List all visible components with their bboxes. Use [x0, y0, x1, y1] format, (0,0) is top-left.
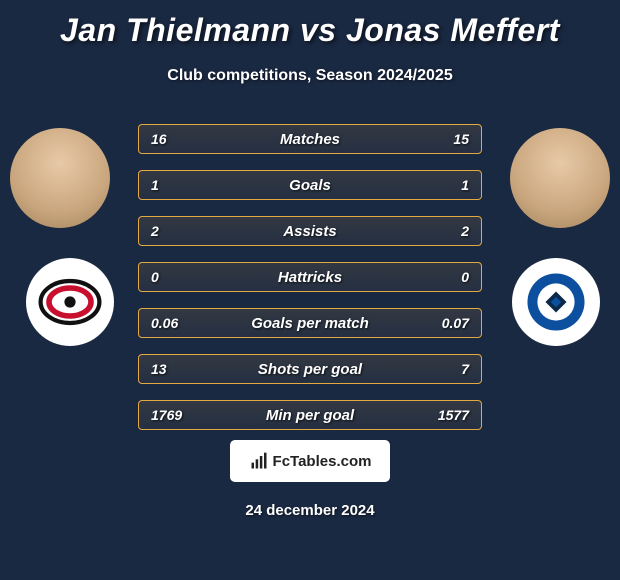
- stat-left-value: 16: [139, 131, 201, 147]
- stat-label: Goals: [201, 177, 419, 194]
- stat-left-value: 0: [139, 269, 201, 285]
- stat-label: Min per goal: [201, 407, 419, 424]
- avatar-placeholder: [10, 128, 110, 228]
- date-text: 24 december 2024: [0, 502, 620, 519]
- stat-row: 16 Matches 15: [138, 124, 482, 154]
- stat-row: 2 Assists 2: [138, 216, 482, 246]
- stat-label: Goals per match: [201, 315, 419, 332]
- club-left-logo: [26, 258, 114, 346]
- stat-right-value: 2: [419, 223, 481, 239]
- stat-right-value: 7: [419, 361, 481, 377]
- hurricane-style-icon: [35, 267, 105, 337]
- stat-label: Matches: [201, 131, 419, 148]
- stat-row: 13 Shots per goal 7: [138, 354, 482, 384]
- stat-row: 0.06 Goals per match 0.07: [138, 308, 482, 338]
- stat-right-value: 1: [419, 177, 481, 193]
- stat-left-value: 1769: [139, 407, 201, 423]
- stat-right-value: 0: [419, 269, 481, 285]
- stat-left-value: 1: [139, 177, 201, 193]
- brand-text: FcTables.com: [273, 453, 372, 470]
- stat-right-value: 15: [419, 131, 481, 147]
- stat-left-value: 0.06: [139, 315, 201, 331]
- avatar-placeholder: [510, 128, 610, 228]
- stat-label: Hattricks: [201, 269, 419, 286]
- stats-container: 16 Matches 15 1 Goals 1 2 Assists 2 0 Ha…: [138, 124, 482, 446]
- subtitle: Club competitions, Season 2024/2025: [0, 67, 620, 85]
- stat-label: Shots per goal: [201, 361, 419, 378]
- brand-badge[interactable]: FcTables.com: [230, 440, 390, 482]
- hsv-style-icon: [525, 271, 587, 333]
- player-right-avatar: [510, 128, 610, 228]
- stat-left-value: 13: [139, 361, 201, 377]
- stat-row: 0 Hattricks 0: [138, 262, 482, 292]
- player-left-avatar: [10, 128, 110, 228]
- stat-right-value: 0.07: [419, 315, 481, 331]
- stat-right-value: 1577: [419, 407, 481, 423]
- stat-left-value: 2: [139, 223, 201, 239]
- stat-row: 1769 Min per goal 1577: [138, 400, 482, 430]
- page-title: Jan Thielmann vs Jonas Meffert: [0, 0, 620, 49]
- chart-icon: [249, 451, 269, 471]
- club-right-logo: [512, 258, 600, 346]
- stat-row: 1 Goals 1: [138, 170, 482, 200]
- stat-label: Assists: [201, 223, 419, 240]
